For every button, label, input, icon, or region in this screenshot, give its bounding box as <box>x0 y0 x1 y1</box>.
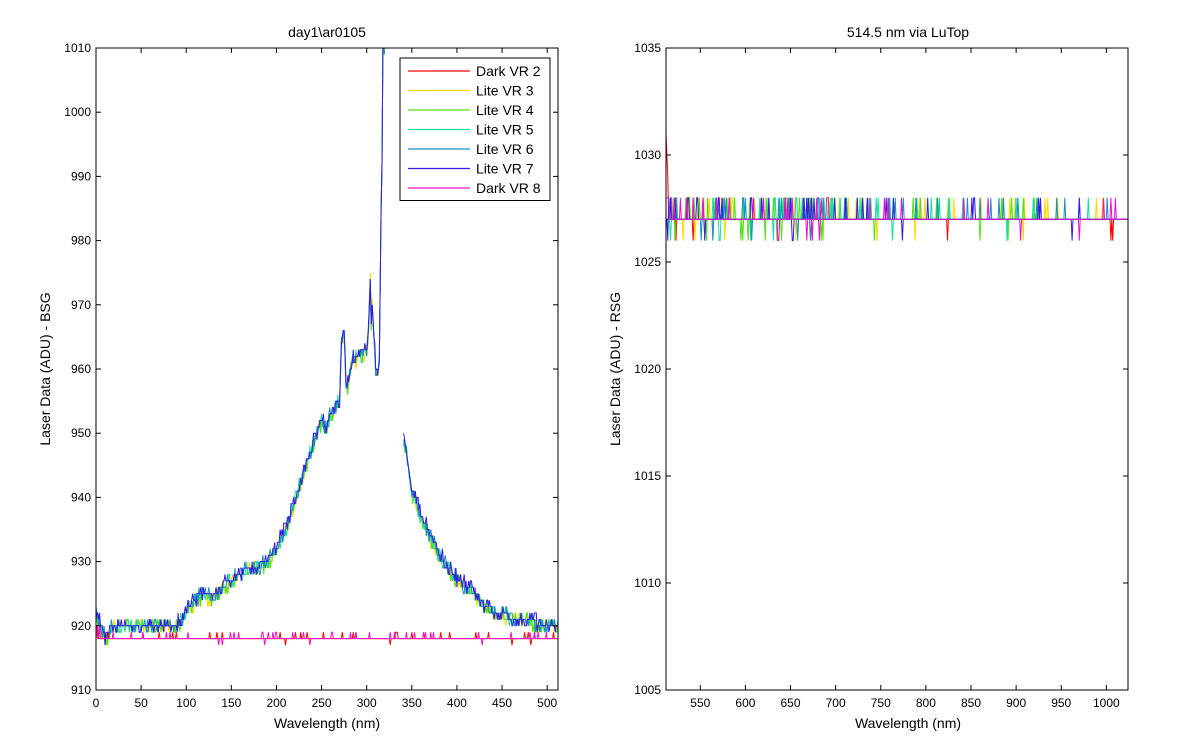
right-y-axis-label: Laser Data (ADU) - RSG <box>607 292 623 446</box>
left-series-lite-vr-7-line <box>96 48 558 646</box>
right-y-tick-label: 1035 <box>634 41 661 55</box>
right-x-tick-label: 800 <box>916 696 936 710</box>
left-chart: day1\ar0105 0 50 100 150 200 250 300 350 400 450 5… <box>37 24 559 731</box>
left-y-axis: 910 920 930 940 950 960 970 980 990 1000 1010 <box>64 41 558 697</box>
legend: Dark VR 2 Lite VR 3 Lite VR 4 Lite VR 5 Lite… <box>399 57 551 201</box>
left-x-tick-label: 250 <box>312 696 332 710</box>
right-y-tick-label: 1015 <box>634 469 661 483</box>
right-x-tick-label: 750 <box>871 696 891 710</box>
left-x-tick-label: 50 <box>134 696 148 710</box>
left-y-tick-label: 910 <box>71 683 91 697</box>
left-y-tick-label: 920 <box>71 619 91 633</box>
right-x-axis-label: Wavelength (nm) <box>855 715 961 731</box>
left-x-tick-label: 350 <box>402 696 422 710</box>
right-x-tick-label: 650 <box>781 696 801 710</box>
left-y-tick-label: 940 <box>71 490 91 504</box>
left-y-tick-label: 930 <box>71 555 91 569</box>
right-x-tick-label: 550 <box>690 696 710 710</box>
left-chart-title: day1\ar0105 <box>288 24 366 40</box>
legend-entry: Dark VR 2 <box>476 63 541 79</box>
right-x-tick-label: 950 <box>1051 696 1071 710</box>
left-y-tick-label: 970 <box>71 298 91 312</box>
right-x-tick-label: 600 <box>735 696 755 710</box>
right-y-tick-label: 1010 <box>634 576 661 590</box>
left-x-axis: 0 50 100 150 200 250 300 350 400 450 500 <box>93 48 558 710</box>
left-x-tick-label: 100 <box>176 696 196 710</box>
left-y-tick-label: 950 <box>71 426 91 440</box>
legend-entry: Lite VR 7 <box>476 161 534 177</box>
left-y-tick-label: 960 <box>71 362 91 376</box>
right-chart-title: 514.5 nm via LuTop <box>847 24 969 40</box>
right-chart: 514.5 nm via LuTop 550 600 650 700 750 800 850… <box>607 24 1129 731</box>
left-series-dark-vr-8-line <box>96 625 558 646</box>
legend-entry: Lite VR 4 <box>476 102 534 118</box>
right-series-group <box>666 133 1128 242</box>
left-x-tick-label: 150 <box>221 696 241 710</box>
right-x-tick-label: 900 <box>1006 696 1026 710</box>
right-y-tick-label: 1025 <box>634 255 661 269</box>
left-x-tick-label: 300 <box>357 696 377 710</box>
left-y-tick-label: 980 <box>71 234 91 248</box>
right-y-tick-label: 1030 <box>634 148 661 162</box>
left-x-tick-label: 400 <box>447 696 467 710</box>
left-series-group <box>96 48 558 646</box>
right-x-tick-label: 700 <box>826 696 846 710</box>
left-x-tick-label: 200 <box>266 696 286 710</box>
right-x-axis: 550 600 650 700 750 800 850 900 950 1000 <box>690 48 1120 710</box>
legend-entry: Lite VR 6 <box>476 141 534 157</box>
legend-entry: Lite VR 3 <box>476 83 534 99</box>
left-x-tick-label: 0 <box>93 696 100 710</box>
left-x-tick-label: 450 <box>492 696 512 710</box>
right-series-line <box>666 197 1128 242</box>
left-x-axis-label: Wavelength (nm) <box>274 715 380 731</box>
left-y-axis-label: Laser Data (ADU) - BSG <box>37 292 53 445</box>
left-y-tick-label: 1010 <box>64 41 91 55</box>
legend-entry: Dark VR 8 <box>476 180 541 196</box>
right-y-tick-label: 1005 <box>634 683 661 697</box>
right-y-tick-label: 1020 <box>634 362 661 376</box>
left-y-tick-label: 1000 <box>64 105 91 119</box>
left-plot-lines <box>96 48 558 646</box>
left-x-tick-label: 500 <box>537 696 557 710</box>
legend-entry: Lite VR 5 <box>476 122 534 138</box>
right-plot-lines <box>666 133 1128 242</box>
right-y-axis: 1005 1010 1015 1020 1025 1030 1035 <box>634 41 1128 697</box>
left-y-tick-label: 990 <box>71 169 91 183</box>
right-x-tick-label: 850 <box>961 696 981 710</box>
right-x-tick-label: 1000 <box>1093 696 1120 710</box>
